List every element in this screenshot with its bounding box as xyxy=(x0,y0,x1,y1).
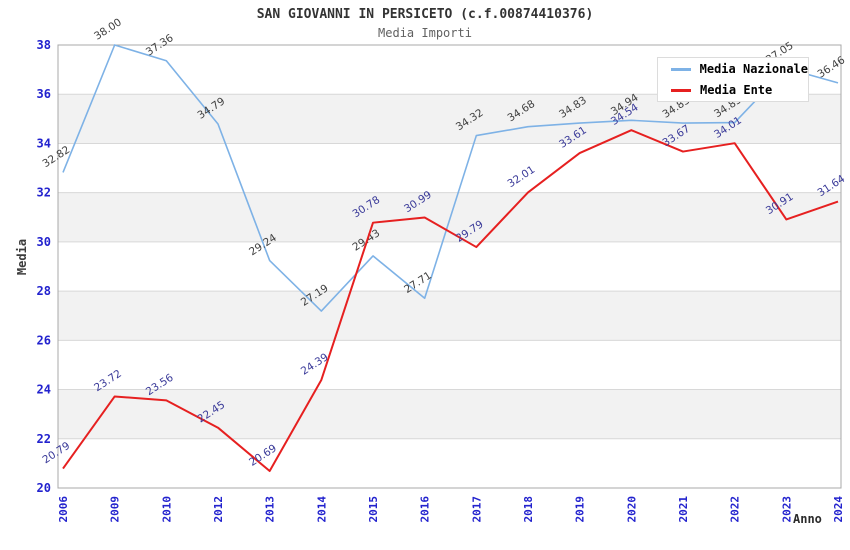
x-tick-label: 2018 xyxy=(522,496,535,523)
y-tick-label: 24 xyxy=(37,383,51,397)
y-tick-label: 20 xyxy=(37,481,51,495)
x-tick-label: 2014 xyxy=(315,496,328,523)
x-tick-label: 2015 xyxy=(367,496,380,523)
y-tick-label: 34 xyxy=(37,136,51,150)
x-tick-label: 2012 xyxy=(212,496,225,523)
x-tick-label: 2022 xyxy=(729,496,742,523)
chart-subtitle: Media Importi xyxy=(378,26,472,40)
x-tick-label: 2019 xyxy=(574,496,587,523)
x-tick-label: 2024 xyxy=(832,496,845,523)
y-tick-label: 26 xyxy=(37,333,51,347)
grid-band xyxy=(58,94,841,144)
y-tick-label: 32 xyxy=(37,186,51,200)
x-tick-label: 2009 xyxy=(109,496,122,523)
x-tick-label: 2016 xyxy=(419,496,432,523)
legend-item-media-nazionale: Media Nazionale xyxy=(671,62,808,76)
plot-border xyxy=(57,44,842,489)
y-tick-label: 28 xyxy=(37,284,51,298)
x-tick-label: 2017 xyxy=(470,496,483,523)
x-axis-title: Anno xyxy=(793,512,822,526)
x-tick-label: 2021 xyxy=(677,496,690,523)
series-line-media-ente xyxy=(62,129,839,473)
y-tick-label: 30 xyxy=(37,235,51,249)
legend: Media Nazionale Media Ente xyxy=(657,57,809,102)
legend-item-media-ente: Media Ente xyxy=(671,83,808,97)
point-value-label: 32.01 xyxy=(505,164,537,190)
grid-band xyxy=(58,192,841,242)
y-tick-label: 38 xyxy=(37,38,51,52)
media-nazionale-line-swatch xyxy=(671,67,691,71)
grid-band xyxy=(58,291,841,341)
x-tick-label: 2020 xyxy=(625,496,638,523)
x-tick-label: 2006 xyxy=(57,496,70,523)
grid-band xyxy=(58,389,841,439)
legend-label-media-nazionale: Media Nazionale xyxy=(699,62,808,76)
point-value-label: 36.46 xyxy=(815,54,847,81)
x-tick-label: 2013 xyxy=(264,496,277,523)
point-value-label: 38.00 xyxy=(92,16,124,42)
x-tick-label: 2010 xyxy=(160,496,173,523)
legend-label-media-ente: Media Ente xyxy=(700,83,773,97)
media-ente-line-swatch xyxy=(671,88,691,92)
chart-title: SAN GIOVANNI IN PERSICETO (c.f.008744103… xyxy=(256,7,594,22)
y-tick-label: 22 xyxy=(37,432,51,446)
y-axis-title: Media xyxy=(15,238,30,276)
y-tick-label: 36 xyxy=(37,87,51,101)
series-line-media-nazionale xyxy=(62,44,839,312)
x-tick-label: 2023 xyxy=(780,496,793,523)
